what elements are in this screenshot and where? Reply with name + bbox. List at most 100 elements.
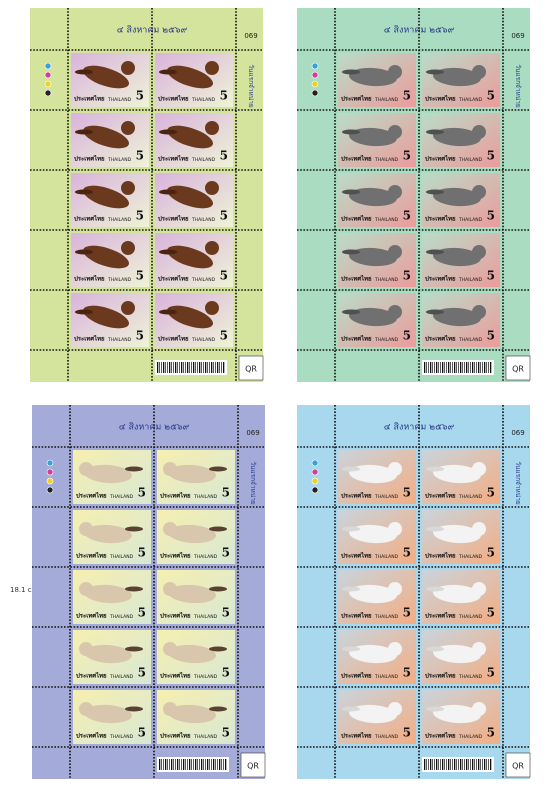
stamp-country-thai: ประเทศไทย (158, 335, 189, 343)
stamp: ประเทศไทย THAILAND 5 (155, 173, 233, 227)
stamp-value: 5 (138, 666, 146, 680)
barcode-bar (484, 759, 486, 770)
stamp-country-thai: ประเทศไทย (160, 732, 191, 740)
barcode-bar (434, 362, 435, 373)
stamp-country-thai: ประเทศไทย (425, 275, 456, 283)
barcode-bar (213, 362, 214, 373)
stamp: ประเทศไทย THAILAND 5 (338, 570, 416, 624)
cat-head (121, 61, 135, 75)
barcode-bar (177, 759, 179, 770)
stamp-country: THAILAND (107, 157, 132, 163)
barcode-bar (482, 362, 483, 373)
stamp-country-thai: ประเทศไทย (341, 335, 372, 343)
barcode-bar (490, 759, 492, 770)
barcode-bar (203, 759, 204, 770)
barcode-bar (480, 362, 481, 373)
barcode-bar (195, 759, 197, 770)
stamp-value: 5 (487, 606, 495, 620)
stamp: ประเทศไทย THAILAND 5 (422, 690, 500, 744)
barcode-bar (476, 759, 477, 770)
stamp: ประเทศไทย THAILAND 5 (338, 173, 416, 227)
stamp: ประเทศไทย THAILAND 5 (422, 450, 500, 504)
stamp-country: THAILAND (193, 554, 218, 560)
stamp-value: 5 (220, 149, 228, 163)
stamp-country: THAILAND (193, 734, 218, 740)
cat-head (472, 125, 486, 139)
barcode-bar (484, 362, 486, 373)
stamp: ประเทศไทย THAILAND 5 (157, 690, 235, 744)
barcode-bar (163, 362, 165, 373)
sheet-number: 069 (246, 429, 259, 437)
cat-head (388, 305, 402, 319)
cat-head (163, 462, 177, 476)
cat-head (163, 582, 177, 596)
stamp-value: 5 (403, 606, 411, 620)
cat-head (121, 121, 135, 135)
barcode-bar (187, 759, 188, 770)
stamp: ประเทศไทย THAILAND 5 (155, 293, 233, 347)
stamp-country: THAILAND (374, 614, 399, 620)
cat-head (163, 642, 177, 656)
stamp: ประเทศไทย THAILAND 5 (157, 570, 235, 624)
stamp-value: 5 (222, 546, 230, 560)
barcode-bar (444, 362, 445, 373)
color-dot (46, 477, 54, 485)
barcode-bar (440, 759, 441, 770)
color-dot (311, 459, 319, 467)
barcode-bar (440, 362, 441, 373)
barcode-bar (462, 362, 463, 373)
sheet-date: ๔ สิงหาคม ๒๕๖๙ (384, 25, 455, 36)
cat-head (163, 702, 177, 716)
barcode-bar (209, 759, 210, 770)
barcode-bar (167, 759, 168, 770)
cat-tail (426, 309, 444, 315)
cat-body (84, 704, 132, 724)
barcode-bar (207, 759, 209, 770)
stamp-country: THAILAND (109, 494, 134, 500)
stamp-value: 5 (138, 606, 146, 620)
cat-tail (75, 249, 93, 255)
cat-body (349, 704, 397, 724)
cat-body (349, 644, 397, 664)
stamp-country-thai: ประเทศไทย (341, 732, 372, 740)
stamp-country-thai: ประเทศไทย (158, 275, 189, 283)
cat-head (388, 245, 402, 259)
stamp-value: 5 (403, 666, 411, 680)
cat-head (472, 65, 486, 79)
barcode-bar (185, 759, 186, 770)
stamp-country-thai: ประเทศไทย (341, 492, 372, 500)
barcode-bar (197, 362, 198, 373)
cat-head (472, 462, 486, 476)
barcode-bar (163, 759, 164, 770)
barcode (157, 757, 229, 772)
stamp: ประเทศไทย THAILAND 5 (71, 293, 149, 347)
barcode-bar (183, 362, 184, 373)
stamp: ประเทศไทย THAILAND 5 (422, 113, 500, 167)
stamp-country: THAILAND (374, 157, 399, 163)
barcode-bar (446, 362, 447, 373)
cat-body (168, 704, 216, 724)
stamp-country: THAILAND (374, 554, 399, 560)
barcode-bar (470, 362, 471, 373)
barcode-bar (221, 362, 222, 373)
stamp-country-thai: ประเทศไทย (74, 155, 105, 163)
cat-tail (342, 189, 360, 195)
sheet-date: ๔ สิงหาคม ๒๕๖๙ (119, 422, 190, 433)
stamp-country: THAILAND (193, 674, 218, 680)
stamp-country: THAILAND (458, 734, 483, 740)
stamp: ประเทศไทย THAILAND 5 (338, 510, 416, 564)
barcode-bar (438, 759, 439, 770)
stamp: ประเทศไทย THAILAND 5 (338, 113, 416, 167)
cat-head (388, 125, 402, 139)
barcode-bar (207, 362, 208, 373)
barcode-bar (424, 759, 426, 770)
cat-tail (342, 129, 360, 135)
barcode-bar (159, 362, 160, 373)
qr-label: QR (512, 365, 524, 374)
cat-body (84, 464, 132, 484)
cat-tail (209, 466, 227, 472)
barcode-bar (205, 362, 207, 373)
